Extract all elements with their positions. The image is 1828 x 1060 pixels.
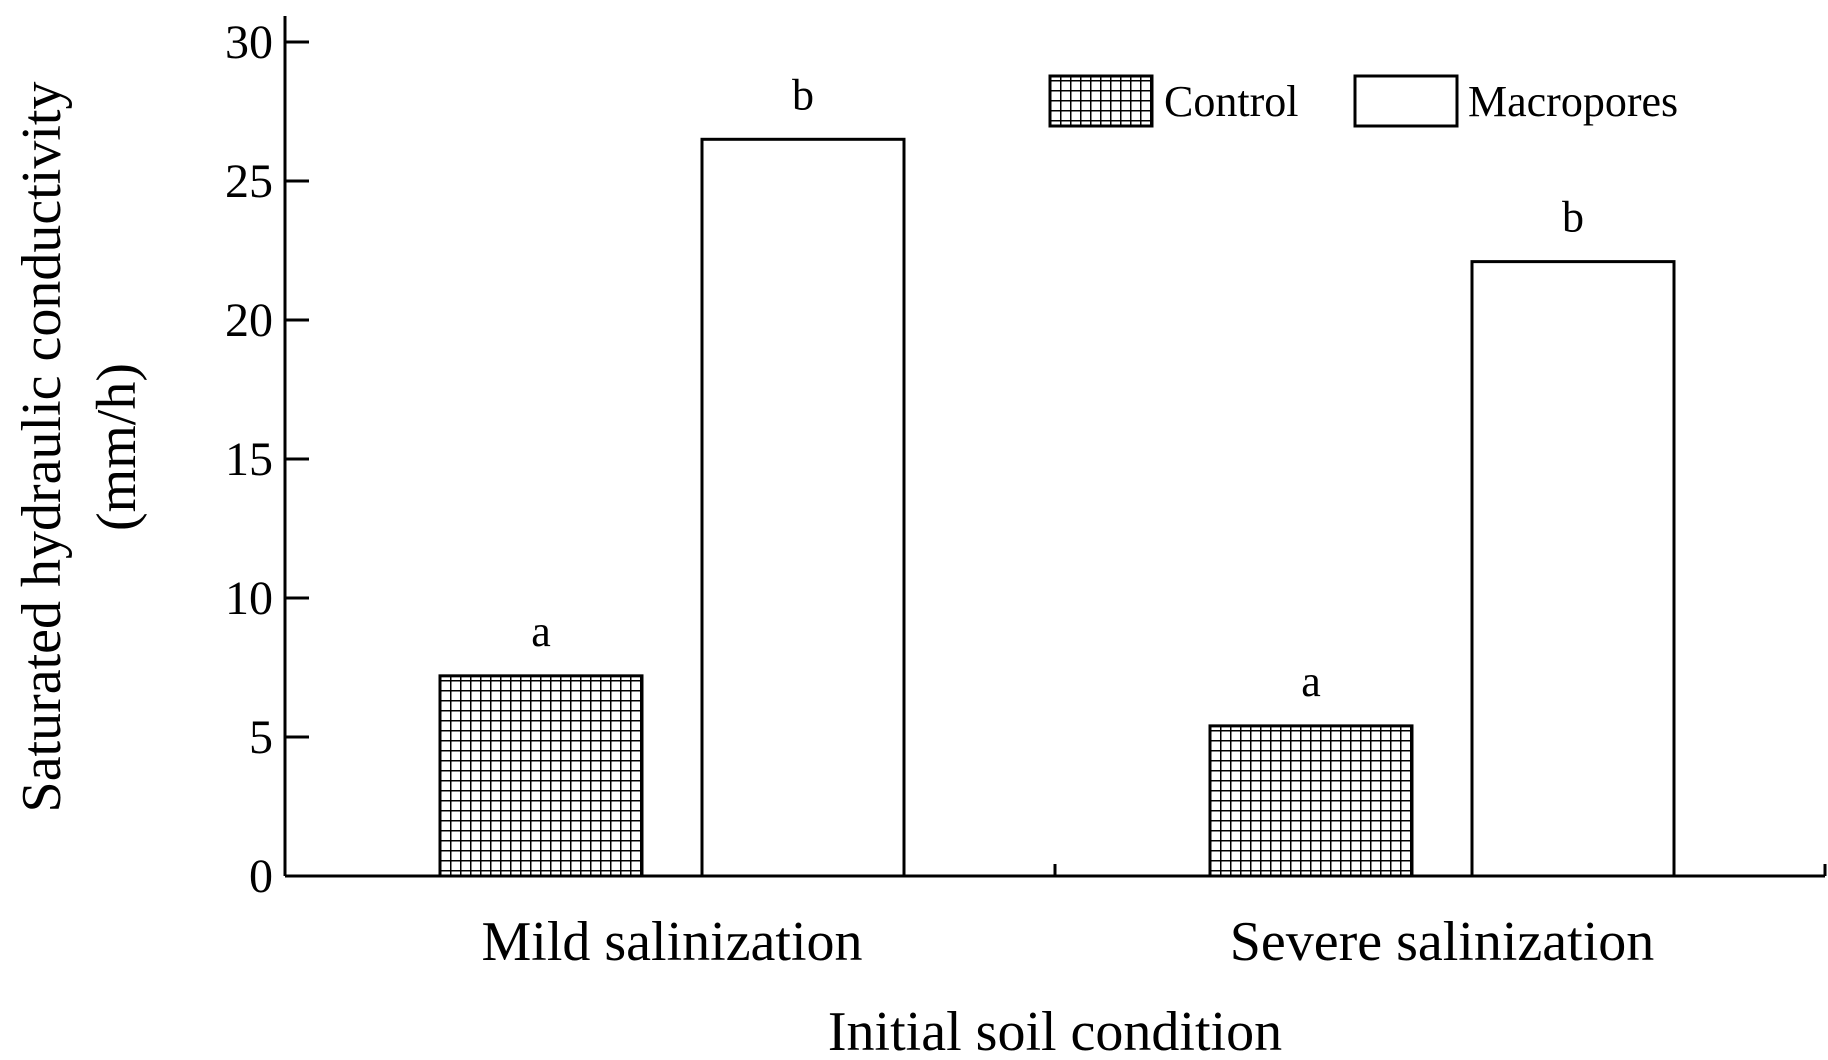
bar-control <box>438 674 644 878</box>
bar-macropores <box>1470 260 1676 878</box>
bar-control <box>1208 724 1414 878</box>
y-tick-label: 10 <box>225 572 273 625</box>
y-tick-label: 15 <box>225 433 273 486</box>
y-axis-ticks: 0 5 10 15 20 25 30 <box>225 16 309 903</box>
y-tick-label: 30 <box>225 16 273 69</box>
x-category-label: Severe salinization <box>1230 911 1655 973</box>
y-axis-title: Saturated hydraulic conductivity <box>11 82 73 813</box>
significance-labels: a b a b <box>531 70 1584 706</box>
y-tick-label: 5 <box>249 711 273 764</box>
y-tick-label: 20 <box>225 294 273 347</box>
significance-letter: a <box>1301 657 1321 706</box>
legend-label-control: Control <box>1164 77 1298 126</box>
legend-swatch-macropores <box>1353 74 1459 128</box>
x-axis-category-labels: Mild salinization Severe salinization <box>481 911 1654 973</box>
significance-letter: b <box>792 70 814 119</box>
significance-letter: a <box>531 607 551 656</box>
x-axis-title: Initial soil condition <box>828 1001 1282 1060</box>
legend-label-macropores: Macropores <box>1468 77 1678 126</box>
bars <box>438 137 1676 878</box>
y-axis-unit: (mm/h) <box>86 363 148 531</box>
legend-swatch-control <box>1048 74 1154 128</box>
bar-macropores <box>700 137 906 878</box>
y-tick-label: 25 <box>225 155 273 208</box>
significance-letter: b <box>1562 193 1584 242</box>
legend: Control Macropores <box>1048 74 1678 128</box>
x-category-label: Mild salinization <box>481 911 862 973</box>
y-tick-label: 0 <box>249 850 273 903</box>
